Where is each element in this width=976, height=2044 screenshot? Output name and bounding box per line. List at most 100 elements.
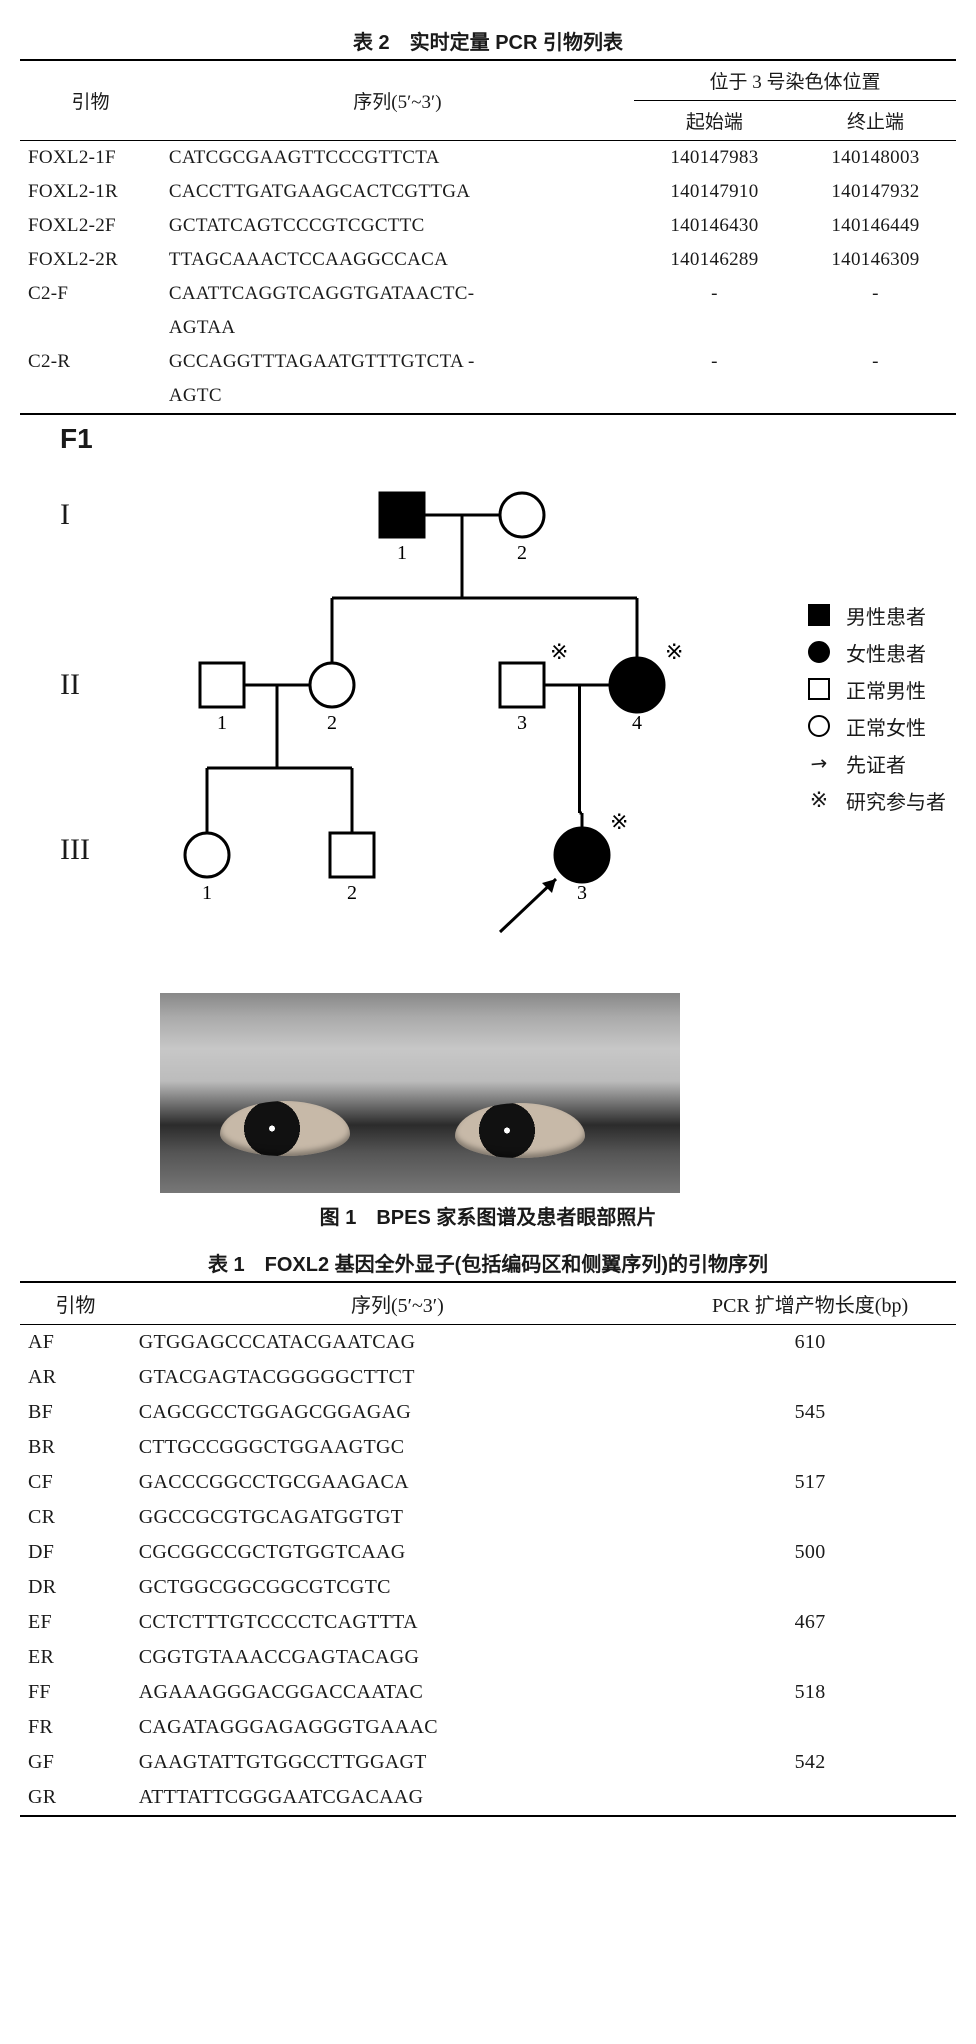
pedigree-node <box>185 833 229 877</box>
pedigree-node <box>380 493 424 537</box>
cell-seq: CAGCGCCTGGAGCGGAGAG <box>131 1395 664 1430</box>
cell-len: 542 <box>664 1745 956 1780</box>
cell-seq: CAGATAGGGAGAGGGTGAAAC <box>131 1710 664 1745</box>
legend-row-male-aff: 男性患者 <box>802 600 946 630</box>
cell-primer: DR <box>20 1570 131 1605</box>
cell-start: - <box>634 345 795 379</box>
table-row: BRCTTGCCGGGCTGGAAGTGC <box>20 1430 956 1465</box>
cell-len <box>664 1710 956 1745</box>
table-row: FOXL2-1FCATCGCGAAGTTCCCGTTCTA14014798314… <box>20 141 956 176</box>
circle-filled-icon <box>802 641 836 663</box>
cell-seq-cont: AGTAA <box>161 311 634 345</box>
legend-label: 男性患者 <box>846 601 926 630</box>
table-row: BFCAGCGCCTGGAGCGGAGAG545 <box>20 1395 956 1430</box>
cell-seq: GCTGGCGGCGGCGTCGTC <box>131 1570 664 1605</box>
table2: 引物 序列(5′~3′) 位于 3 号染色体位置 起始端 终止端 FOXL2-1… <box>20 59 956 415</box>
legend-row-female-norm: 正常女性 <box>802 711 946 741</box>
table-row: AGTC <box>20 379 956 414</box>
cell-seq: TTAGCAAACTCCAAGGCCACA <box>161 243 634 277</box>
cell-len <box>664 1780 956 1816</box>
eye-left-icon <box>220 1101 350 1156</box>
cell-primer: GR <box>20 1780 131 1816</box>
cell-seq: GCCAGGTTTAGAATGTTTGTCTA - <box>161 345 634 379</box>
table-row: DFCGCGGCCGCTGTGGTCAAG500 <box>20 1535 956 1570</box>
cell-start: 140146430 <box>634 209 795 243</box>
cell-primer: BF <box>20 1395 131 1430</box>
participant-mark-icon: ※ <box>665 639 683 664</box>
cell-end: 140148003 <box>795 141 956 176</box>
cell-primer: DF <box>20 1535 131 1570</box>
cell-primer: ER <box>20 1640 131 1675</box>
legend-row-proband: ↗ 先证者 <box>802 748 946 778</box>
cell-primer: CF <box>20 1465 131 1500</box>
pedigree-node-index: 2 <box>517 542 527 564</box>
table-row: CRGGCCGCGTGCAGATGGTGT <box>20 1500 956 1535</box>
pedigree-node <box>500 663 544 707</box>
cell-primer: EF <box>20 1605 131 1640</box>
cell-seq: CTTGCCGGGCTGGAAGTGC <box>131 1430 664 1465</box>
cell-primer: FF <box>20 1675 131 1710</box>
cell-seq: GCTATCAGTCCCGTCGCTTC <box>161 209 634 243</box>
cell-end: - <box>795 345 956 379</box>
arrow-icon: ↗ <box>798 742 840 783</box>
t2-hdr-loc: 位于 3 号染色体位置 <box>634 60 956 101</box>
t1-hdr-len: PCR 扩增产物长度(bp) <box>664 1282 956 1325</box>
cell-len <box>664 1430 956 1465</box>
pedigree-node <box>330 833 374 877</box>
cell-seq: GTGGAGCCCATACGAATCAG <box>131 1325 664 1361</box>
t2-hdr-start: 起始端 <box>634 101 795 141</box>
pedigree-node-index: 2 <box>327 712 337 734</box>
cell-len: 500 <box>664 1535 956 1570</box>
table-row: FRCAGATAGGGAGAGGGTGAAAC <box>20 1710 956 1745</box>
pedigree-legend: 男性患者 女性患者 正常男性 正常女性 ↗ 先证者 ※ 研究参与者 <box>802 593 946 822</box>
pedigree-node <box>200 663 244 707</box>
cell-start: 140146289 <box>634 243 795 277</box>
cell-seq: ATTTATTCGGGAATCGACAAG <box>131 1780 664 1816</box>
cell-len: 610 <box>664 1325 956 1361</box>
legend-row-female-aff: 女性患者 <box>802 637 946 667</box>
cell-seq: CAATTCAGGTCAGGTGATAACTC- <box>161 277 634 311</box>
cell-seq: GTACGAGTACGGGGGCTTCT <box>131 1360 664 1395</box>
pedigree-node-index: 3 <box>577 882 587 904</box>
table2-title: 表 2 实时定量 PCR 引物列表 <box>20 26 956 55</box>
cell-seq: CATCGCGAAGTTCCCGTTCTA <box>161 141 634 176</box>
cell-primer: FOXL2-2F <box>20 209 161 243</box>
table1: 引物 序列(5′~3′) PCR 扩增产物长度(bp) AFGTGGAGCCCA… <box>20 1281 956 1817</box>
t1-hdr-primer: 引物 <box>20 1282 131 1325</box>
cell-primer: CR <box>20 1500 131 1535</box>
cell-end: - <box>795 277 956 311</box>
table-row: AGTAA <box>20 311 956 345</box>
circle-outline-icon <box>802 715 836 737</box>
cell-primer: C2-F <box>20 277 161 311</box>
cell-len: 518 <box>664 1675 956 1710</box>
cell-len <box>664 1570 956 1605</box>
pedigree-node-index: 3 <box>517 712 527 734</box>
t1-hdr-seq: 序列(5′~3′) <box>131 1282 664 1325</box>
cell-end: 140146309 <box>795 243 956 277</box>
cell-primer: FOXL2-2R <box>20 243 161 277</box>
cell-primer: AR <box>20 1360 131 1395</box>
table-row: ERCGGTGTAAACCGAGTACAGG <box>20 1640 956 1675</box>
cell-primer: AF <box>20 1325 131 1361</box>
patient-eye-photo <box>160 993 680 1193</box>
pedigree-node <box>610 658 664 712</box>
table-row: GFGAAGTATTGTGGCCTTGGAGT542 <box>20 1745 956 1780</box>
cell-seq: GAAGTATTGTGGCCTTGGAGT <box>131 1745 664 1780</box>
cell-end: 140146449 <box>795 209 956 243</box>
table-row: EFCCTCTTTGTCCCCTCAGTTTA467 <box>20 1605 956 1640</box>
cell-start: 140147983 <box>634 141 795 176</box>
cell-len: 545 <box>664 1395 956 1430</box>
table1-title: 表 1 FOXL2 基因全外显子(包括编码区和侧翼序列)的引物序列 <box>20 1248 956 1277</box>
pedigree-svg: 12123※4※123※ <box>70 433 770 973</box>
table-row: GRATTTATTCGGGAATCGACAAG <box>20 1780 956 1816</box>
legend-label: 研究参与者 <box>846 786 946 815</box>
pedigree-node-index: 2 <box>347 882 357 904</box>
pedigree-node-index: 1 <box>202 882 212 904</box>
table-row: FOXL2-2RTTAGCAAACTCCAAGGCCACA14014628914… <box>20 243 956 277</box>
cell-len <box>664 1360 956 1395</box>
cell-primer: BR <box>20 1430 131 1465</box>
legend-row-participant: ※ 研究参与者 <box>802 785 946 815</box>
cell-seq: GACCCGGCCTGCGAAGACA <box>131 1465 664 1500</box>
cell-len <box>664 1640 956 1675</box>
cell-seq: AGAAAGGGACGGACCAATAC <box>131 1675 664 1710</box>
